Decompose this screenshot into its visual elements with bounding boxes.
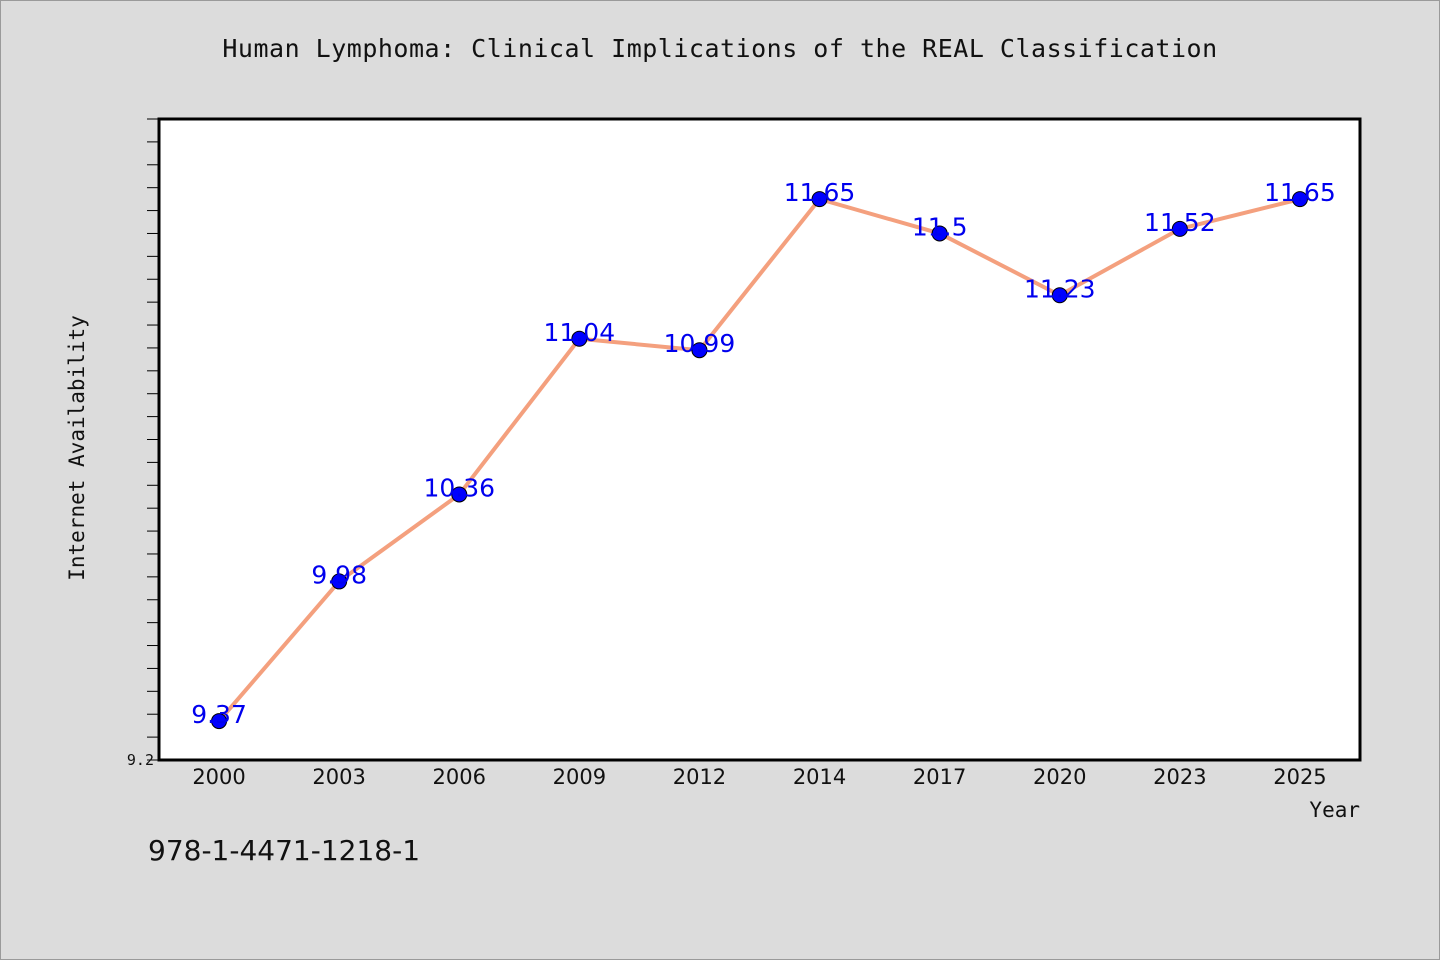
data-point [811, 191, 828, 208]
y-tick-label: 9.2 [127, 751, 154, 769]
x-tick-label: 2003 [312, 765, 365, 789]
data-label: 11.65 [1264, 178, 1336, 207]
x-tick-label: 2006 [433, 765, 486, 789]
data-point [571, 330, 588, 347]
x-tick-label: 2025 [1273, 765, 1326, 789]
x-tick-label: 2023 [1153, 765, 1206, 789]
x-tick-label: 2020 [1033, 765, 1086, 789]
data-point [211, 713, 228, 730]
data-label: 9.37 [191, 700, 247, 729]
y-axis-label: Internet Availability [65, 315, 89, 581]
data-label: 9.98 [311, 560, 367, 589]
series-points [211, 191, 1308, 730]
x-tick-label: 2009 [553, 765, 606, 789]
data-point [1051, 287, 1068, 304]
data-label: 10.99 [664, 329, 736, 358]
series-polyline [217, 197, 1302, 724]
series-line [217, 197, 1302, 724]
x-tick-label: 2014 [793, 765, 846, 789]
data-label: 11.65 [784, 178, 856, 207]
data-point [691, 342, 708, 359]
x-tick-label: 2000 [192, 765, 245, 789]
data-labels: 9.37 9.98 10.36 11.04 10.99 11.65 11.5 11.23 11.… [191, 178, 1336, 729]
data-point [331, 573, 348, 590]
data-label: 11.23 [1024, 274, 1096, 303]
x-tick-label: 2012 [673, 765, 726, 789]
x-axis-label: Year [1309, 798, 1360, 822]
data-label: 11.04 [544, 318, 616, 347]
x-axis-ticks: 2000 2003 2006 2009 2012 2014 2017 2020 2023 2025 [192, 765, 1326, 789]
plot-area [157, 117, 1362, 762]
data-point [451, 486, 468, 503]
chart-title: Human Lymphoma: Clinical Implications of… [222, 34, 1218, 63]
isbn-text: 978-1-4471-1218-1 [148, 834, 421, 867]
data-label: 10.36 [423, 473, 495, 502]
y-axis-ticks: 9.2 [127, 118, 159, 769]
data-label: 11.52 [1144, 208, 1216, 237]
x-tick-label: 2017 [913, 765, 966, 789]
data-point [931, 225, 948, 242]
data-label: 11.5 [912, 212, 968, 241]
data-point [1171, 220, 1188, 237]
data-point [1291, 191, 1308, 208]
